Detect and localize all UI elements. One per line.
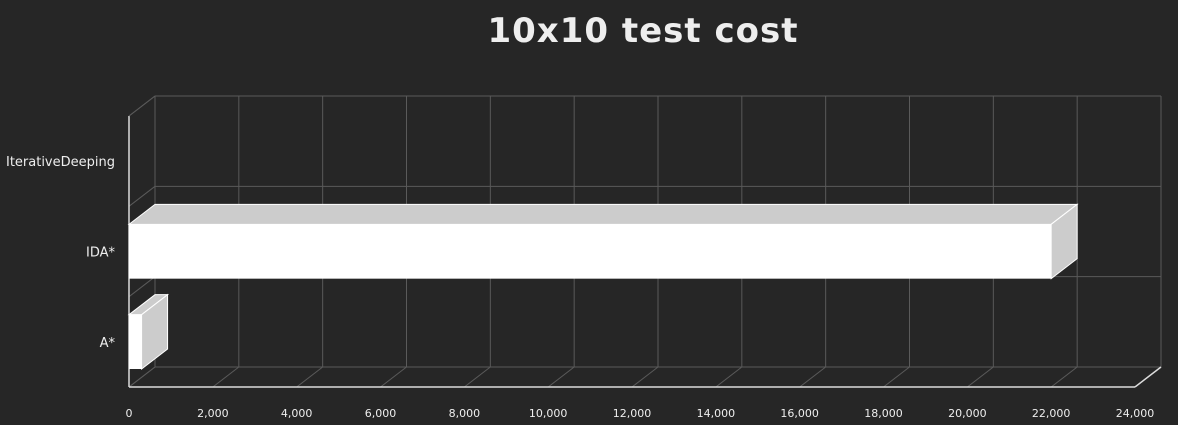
grid-line-floor [212, 366, 240, 388]
x-tick-label: 20,000 [948, 407, 987, 420]
x-tick-label: 2,000 [197, 407, 229, 420]
bar-top-face [127, 203, 1079, 225]
grid-line-floor [464, 366, 491, 388]
x-tick-label: 4,000 [281, 407, 313, 420]
x-tick-label: 22,000 [1032, 407, 1071, 420]
x-tick-label: 18,000 [864, 407, 903, 420]
grid-line-floor [715, 366, 743, 388]
x-tick-label: 16,000 [780, 407, 819, 420]
y-axis-depth-line [128, 95, 156, 117]
chart-title: 10x10 test cost [487, 11, 798, 51]
labels: 0 2,000 4,000 6,000 8,000 10,000 12,000 14,000 1… [6, 155, 1154, 420]
x-tick-label: 8,000 [449, 407, 481, 420]
grid-line-floor [547, 366, 575, 388]
grid-line-floor [883, 366, 910, 388]
x-tick-label: 14,000 [697, 407, 736, 420]
grid-line-floor [967, 366, 994, 388]
bar [129, 224, 1052, 279]
x-tick-label: 24,000 [1116, 407, 1155, 420]
x-tick-label: 12,000 [613, 407, 652, 420]
grid-line-floor [631, 366, 659, 388]
x-tick-label: 0 [126, 407, 133, 420]
grid-line-floor [380, 366, 407, 388]
grid-line-side [128, 185, 156, 207]
category-label: IterativeDeeping [6, 155, 115, 170]
grid-line-side [128, 276, 156, 298]
grid-line-floor [799, 366, 826, 388]
x-tick-label: 6,000 [365, 407, 397, 420]
category-label: IDA* [86, 246, 116, 261]
grid-line-side [128, 366, 156, 388]
grid-line-floor [296, 366, 323, 388]
bar [129, 314, 142, 369]
bars [127, 203, 1079, 371]
category-label: A* [100, 336, 116, 351]
grid-line-floor [1050, 366, 1078, 388]
x-tick-label: 10,000 [529, 407, 568, 420]
x-axis-depth-line [1134, 366, 1162, 388]
